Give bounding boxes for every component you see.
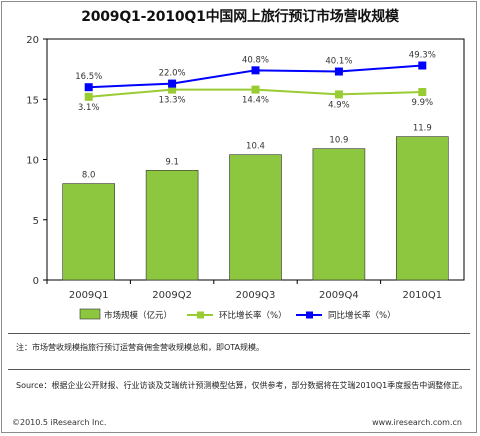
legend-line-marker xyxy=(306,311,313,319)
website-text: www.iresearch.com.cn xyxy=(372,418,462,427)
divider-top xyxy=(8,333,470,334)
bar-value-label: 10.4 xyxy=(246,142,265,152)
y-tick-label: 15 xyxy=(26,95,39,106)
series-value-label: 40.1% xyxy=(325,57,352,67)
series-value-label: 3.1% xyxy=(78,103,100,113)
chart-source: Source：根据企业公开财报、行业访谈及艾瑞统计预测模型估算，仅供参考，部分数… xyxy=(16,381,468,390)
chart-title: 2009Q1-2010Q1中国网上旅行预订市场营收规模 xyxy=(81,9,399,25)
x-tick-label: 2009Q3 xyxy=(236,290,276,301)
legend-label-line: 同比增长率（%） xyxy=(328,310,396,321)
series-value-label: 40.8% xyxy=(242,55,269,65)
x-tick-label: 2010Q1 xyxy=(402,290,442,301)
series-value-label: 4.9% xyxy=(328,100,350,110)
series-value-label: 16.5% xyxy=(75,72,102,82)
series-value-label: 49.3% xyxy=(409,51,436,61)
series-marker xyxy=(84,92,93,101)
y-tick-label: 0 xyxy=(33,276,39,287)
y-tick-label: 5 xyxy=(33,216,39,227)
series-marker xyxy=(418,61,427,70)
divider-middle xyxy=(8,369,470,370)
y-tick-label: 10 xyxy=(26,156,39,167)
x-tick-label: 2009Q4 xyxy=(319,290,359,301)
series-value-label: 14.4% xyxy=(242,96,269,106)
x-tick-label: 2009Q1 xyxy=(69,290,109,301)
bar-value-label: 9.1 xyxy=(165,157,179,167)
bar xyxy=(312,148,366,281)
series-value-label: 9.9% xyxy=(411,98,433,108)
series-marker xyxy=(168,79,177,88)
bar-value-label: 8.0 xyxy=(82,171,96,181)
series-marker xyxy=(84,83,93,92)
series-marker xyxy=(251,85,260,94)
series-marker xyxy=(334,67,343,76)
series-marker xyxy=(334,90,343,99)
legend-label-bar: 市场规模（亿元） xyxy=(104,310,172,321)
bar xyxy=(229,154,282,281)
chart-note: 注：市场营收规模指旅行预订运营商佣金营收规模总和，即OTA规模。 xyxy=(16,343,265,352)
legend-label-line: 环比增长率（%） xyxy=(219,310,287,321)
bar-value-label: 10.9 xyxy=(329,136,348,146)
legend-line-marker xyxy=(197,311,204,319)
x-tick-label: 2009Q2 xyxy=(152,290,192,301)
copyright-text: ©2010.5 iResearch Inc. xyxy=(12,418,107,427)
bar xyxy=(62,183,116,281)
series-value-label: 13.3% xyxy=(159,96,186,106)
bar-value-label: 11.9 xyxy=(413,124,432,134)
bar xyxy=(145,170,199,281)
series-marker xyxy=(251,66,260,75)
bar xyxy=(395,136,449,281)
y-tick-label: 20 xyxy=(26,35,39,46)
series-marker xyxy=(418,88,427,97)
legend-bar-swatch xyxy=(79,308,101,320)
series-value-label: 22.0% xyxy=(159,69,186,79)
